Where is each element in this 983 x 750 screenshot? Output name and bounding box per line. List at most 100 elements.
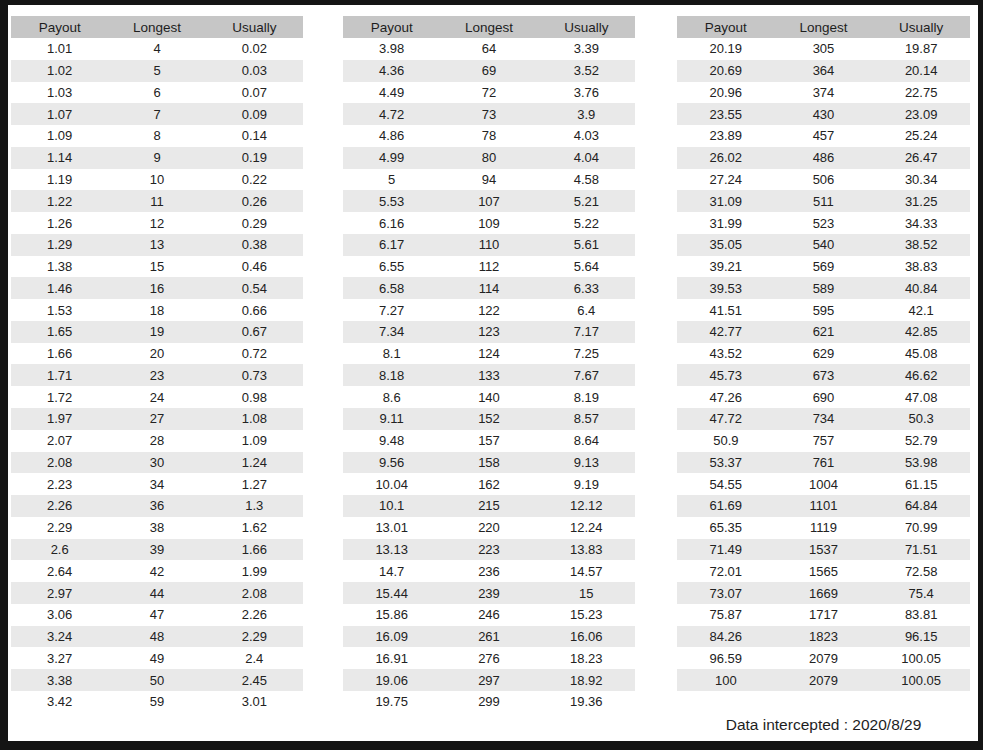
cell-payout: 1.72: [11, 386, 108, 408]
cell-longest: 80: [440, 147, 537, 169]
table-row: 2.26361.3: [11, 495, 303, 517]
cell-payout: 7.27: [343, 299, 440, 321]
table-row: 1.22110.26: [11, 190, 303, 212]
table-row: 5944.58: [343, 169, 635, 191]
cell-payout: 20.19: [677, 38, 775, 60]
table-row: 2.64421.99: [11, 560, 303, 582]
cell-usually: 15: [538, 582, 635, 604]
cell-payout: 2.29: [11, 517, 108, 539]
table-row: 6.551125.64: [343, 256, 635, 278]
cell-payout: 31.09: [677, 190, 775, 212]
cell-payout: 9.48: [343, 430, 440, 452]
column-header-longest: Longest: [775, 16, 873, 38]
table-row: 2.23341.27: [11, 473, 303, 495]
cell-usually: 16.06: [538, 626, 635, 648]
table-row: 1.65190.67: [11, 321, 303, 343]
cell-longest: 761: [775, 452, 873, 474]
cell-usually: 12.24: [538, 517, 635, 539]
cell-longest: 629: [775, 343, 873, 365]
cell-usually: 2.29: [206, 626, 303, 648]
cell-longest: 10: [108, 169, 205, 191]
cell-payout: 6.16: [343, 212, 440, 234]
cell-longest: 23: [108, 364, 205, 386]
cell-longest: 30: [108, 452, 205, 474]
table-row: 4.49723.76: [343, 82, 635, 104]
cell-longest: 8: [108, 125, 205, 147]
cell-payout: 96.59: [677, 647, 775, 669]
cell-longest: 757: [775, 430, 873, 452]
cell-usually: 1.66: [206, 539, 303, 561]
cell-usually: 18.23: [538, 647, 635, 669]
cell-payout: 1.19: [11, 169, 108, 191]
cell-payout: 6.17: [343, 234, 440, 256]
cell-longest: 109: [440, 212, 537, 234]
cell-payout: 1.65: [11, 321, 108, 343]
cell-longest: 215: [440, 495, 537, 517]
table-row: 2.6391.66: [11, 539, 303, 561]
cell-payout: 1.29: [11, 234, 108, 256]
table-row: 47.7273450.3: [677, 408, 970, 430]
cell-usually: 0.26: [206, 190, 303, 212]
cell-longest: 28: [108, 430, 205, 452]
cell-usually: 3.01: [206, 691, 303, 713]
cell-longest: 158: [440, 452, 537, 474]
cell-payout: 8.1: [343, 343, 440, 365]
table-row: 2.97442.08: [11, 582, 303, 604]
cell-payout: 19.75: [343, 691, 440, 713]
cell-longest: 261: [440, 626, 537, 648]
cell-longest: 276: [440, 647, 537, 669]
cell-payout: 84.26: [677, 626, 775, 648]
cell-usually: 40.84: [872, 277, 970, 299]
cell-longest: 1004: [775, 473, 873, 495]
cell-usually: 15.23: [538, 604, 635, 626]
cell-usually: 4.58: [538, 169, 635, 191]
cell-longest: 42: [108, 560, 205, 582]
cell-usually: 96.15: [872, 626, 970, 648]
cell-usually: 30.34: [872, 169, 970, 191]
cell-longest: 595: [775, 299, 873, 321]
header-row: PayoutLongestUsually: [343, 16, 635, 38]
cell-usually: 34.33: [872, 212, 970, 234]
data-intercepted-note: Data intercepted : 2020/8/29: [677, 716, 970, 734]
cell-payout: 6.58: [343, 277, 440, 299]
table-row: 3.98643.39: [343, 38, 635, 60]
table-row: 13.1322313.83: [343, 539, 635, 561]
table-row: 75.87171783.81: [677, 604, 970, 626]
table-row: 72.01156572.58: [677, 560, 970, 582]
table-row: 39.2156938.83: [677, 256, 970, 278]
payout-table-1: PayoutLongestUsually1.0140.021.0250.031.…: [11, 16, 303, 713]
table-row: 1.0980.14: [11, 125, 303, 147]
cell-longest: 38: [108, 517, 205, 539]
cell-longest: 16: [108, 277, 205, 299]
table-row: 9.561589.13: [343, 452, 635, 474]
cell-longest: 1537: [775, 539, 873, 561]
table-row: 9.481578.64: [343, 430, 635, 452]
cell-usually: 23.09: [872, 103, 970, 125]
cell-longest: 27: [108, 408, 205, 430]
cell-payout: 2.26: [11, 495, 108, 517]
report-page: PayoutLongestUsually1.0140.021.0250.031.…: [8, 5, 978, 741]
table-row: 16.9127618.23: [343, 647, 635, 669]
cell-longest: 15: [108, 256, 205, 278]
cell-payout: 3.06: [11, 604, 108, 626]
cell-payout: 6.55: [343, 256, 440, 278]
cell-usually: 64.84: [872, 495, 970, 517]
table-row: 10.121512.12: [343, 495, 635, 517]
cell-payout: 10.04: [343, 473, 440, 495]
table-row: 31.9952334.33: [677, 212, 970, 234]
table-row: 19.0629718.92: [343, 669, 635, 691]
table-row: 5.531075.21: [343, 190, 635, 212]
cell-longest: 69: [440, 60, 537, 82]
cell-longest: 430: [775, 103, 873, 125]
cell-usually: 83.81: [872, 604, 970, 626]
cell-payout: 16.09: [343, 626, 440, 648]
table-row: 6.171105.61: [343, 234, 635, 256]
cell-usually: 1.09: [206, 430, 303, 452]
cell-longest: 19: [108, 321, 205, 343]
cell-longest: 18: [108, 299, 205, 321]
cell-usually: 38.52: [872, 234, 970, 256]
table-row: 47.2669047.08: [677, 386, 970, 408]
cell-payout: 4.86: [343, 125, 440, 147]
column-header-payout: Payout: [11, 16, 108, 38]
cell-usually: 0.29: [206, 212, 303, 234]
